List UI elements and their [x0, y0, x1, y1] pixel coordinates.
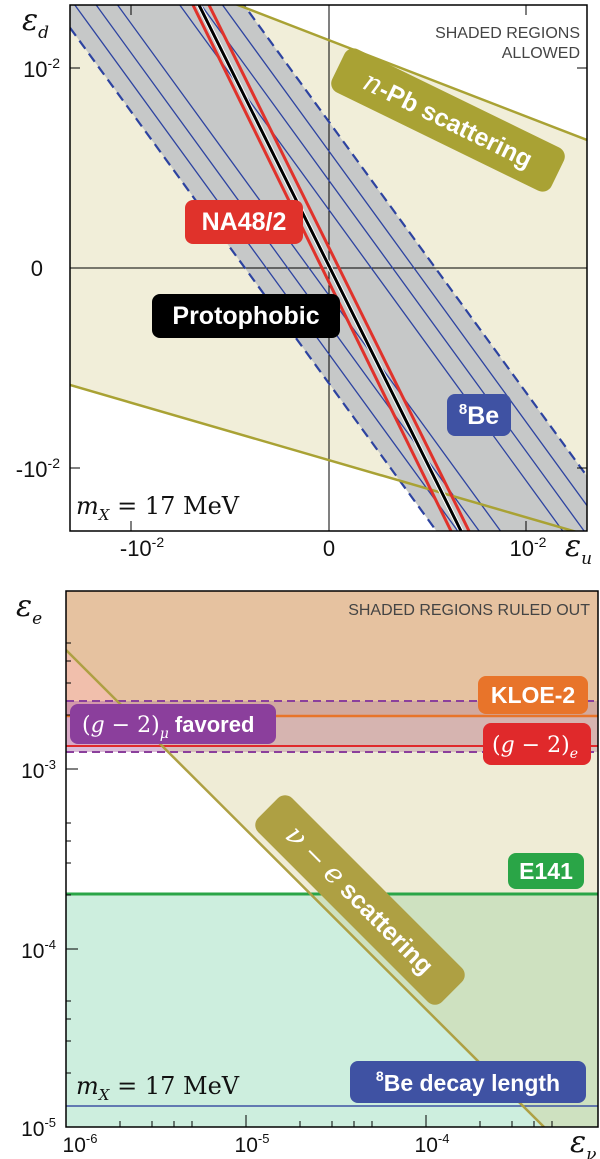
bottom-ticks	[66, 642, 553, 1128]
top-ylabel: εd	[22, 3, 49, 43]
svg-text:NA48/2: NA48/2	[202, 208, 287, 236]
svg-text:(g − 2)e: (g − 2)e	[492, 733, 578, 762]
npb-lower-boundary	[70, 383, 578, 531]
top-ytick-lower: -10-2	[16, 455, 60, 482]
protophobic-label: Protophobic	[152, 294, 340, 338]
top-xtick-left: -10-2	[120, 534, 164, 561]
svg-text:E141: E141	[519, 858, 573, 884]
be8-label: 8Be	[447, 394, 511, 436]
be8-edge-line	[70, 27, 438, 531]
top-note-line2: ALLOWED	[502, 45, 580, 62]
be8-edge-line	[242, 5, 587, 477]
kloe-label: KLOE-2	[478, 676, 588, 714]
e141-label: E141	[508, 853, 584, 889]
be8-inner-line	[74, 5, 459, 531]
top-ticks	[70, 5, 587, 531]
top-xtick-right: 10-2	[510, 534, 547, 561]
be8-inner-line	[221, 5, 587, 506]
bottom-ytick-1e-3: 10-3	[21, 757, 56, 783]
bottom-note: SHADED REGIONS RULED OUT	[348, 602, 590, 619]
bottom-xtick-1e-6: 10-6	[63, 1131, 98, 1157]
bottom-ylabel: εe	[16, 589, 42, 629]
be8-inner-line	[178, 5, 564, 531]
npb-upper-boundary	[234, 5, 587, 142]
bottom-xlabel: εν	[570, 1125, 596, 1159]
protophobic-line	[197, 5, 463, 531]
na48-label: NA48/2	[185, 200, 303, 244]
na48-line-left	[191, 5, 453, 531]
bottom-panel: εe εν 10-3 10-4 10-5 10-6 10-5 10-4 SHAD…	[16, 589, 599, 1159]
top-panel: εd εu 10-2 0 -10-2 -10-2 0 10-2 SHADED R…	[16, 3, 592, 569]
g2mu-label: (g − 2)μ favored	[70, 704, 276, 744]
top-xlabel: εu	[565, 529, 592, 569]
top-xtick-zero: 0	[323, 536, 335, 561]
bottom-xtick-1e-4: 10-4	[415, 1131, 450, 1157]
decay-label: 8Be decay length	[350, 1061, 586, 1103]
svg-text:8Be decay length: 8Be decay length	[376, 1068, 560, 1096]
bottom-mass-label: mX = 17 MeV	[76, 1072, 240, 1104]
top-ytick-zero: 0	[31, 256, 43, 281]
top-note-line1: SHADED REGIONS	[435, 25, 580, 42]
na48-line-right	[207, 5, 471, 531]
g2e-label: (g − 2)e	[483, 723, 591, 765]
bottom-ytick-1e-5: 10-5	[21, 1115, 56, 1141]
svg-text:(g − 2)μ favored: (g − 2)μ favored	[82, 712, 254, 742]
svg-text:KLOE-2: KLOE-2	[491, 682, 575, 708]
top-ytick-upper: 10-2	[23, 55, 60, 82]
bottom-xtick-1e-5: 10-5	[235, 1131, 270, 1157]
top-mass-label: mX = 17 MeV	[76, 492, 240, 524]
svg-text:Protophobic: Protophobic	[172, 302, 319, 330]
svg-text:8Be: 8Be	[459, 401, 499, 430]
bottom-ytick-1e-4: 10-4	[21, 937, 56, 963]
